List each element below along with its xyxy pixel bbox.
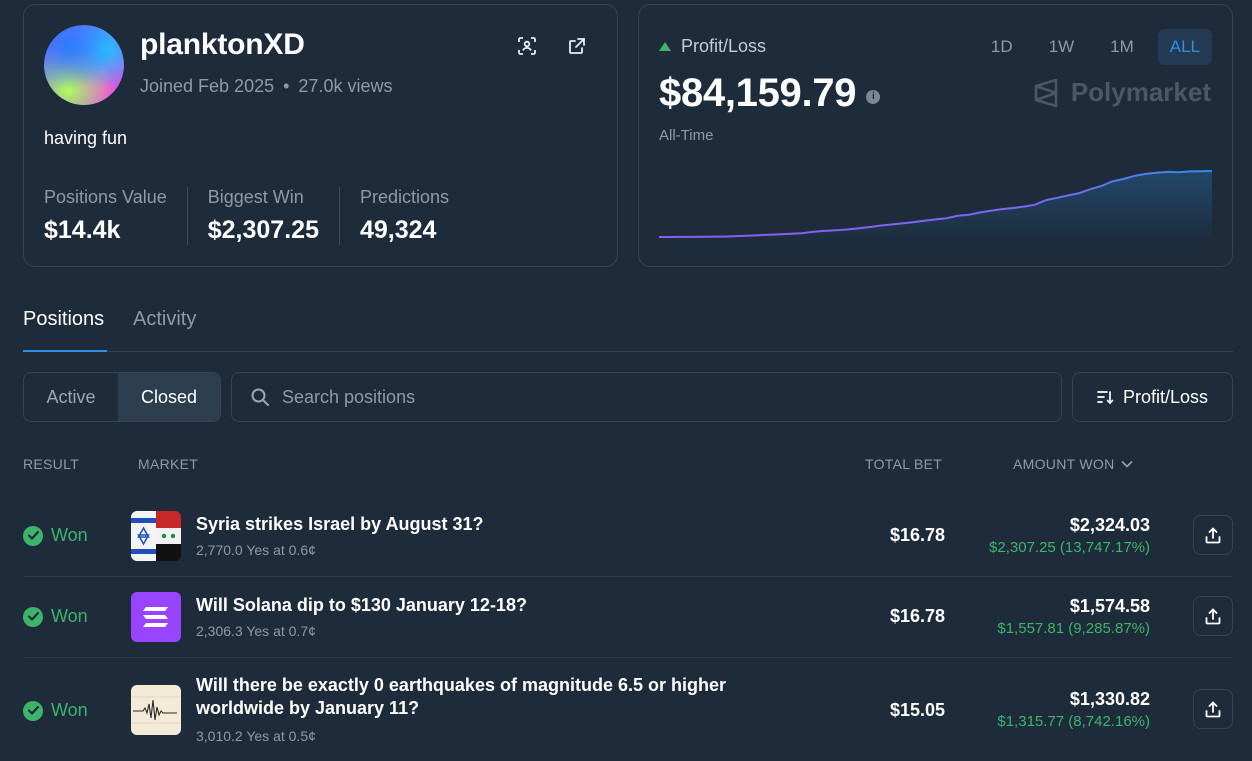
amount-won: $1,574.58 [1069, 596, 1150, 616]
amount-won: $2,324.03 [1069, 515, 1150, 535]
joined-date: Joined Feb 2025 [140, 76, 275, 96]
stat-value: 49,324 [359, 216, 437, 244]
pnl-period: All-Time [659, 127, 714, 144]
header-amount-won[interactable]: AMOUNT WON [1013, 456, 1133, 472]
market-position-detail: 3,010.2 Yes at 0.5¢ [196, 728, 316, 744]
avatar[interactable] [44, 25, 124, 105]
total-bet: $15.05 [889, 700, 945, 720]
header-market: MARKET [138, 456, 199, 472]
solana-logo-icon [131, 592, 181, 642]
result-label: Won [51, 700, 88, 720]
tab-activity[interactable]: Activity [133, 308, 197, 330]
scan-icon[interactable] [515, 34, 539, 58]
result-status: Won [23, 700, 88, 721]
meta-separator: • [283, 76, 290, 96]
pnl-title: Profit/Loss [659, 36, 766, 57]
share-button[interactable] [1193, 689, 1233, 729]
range-1w[interactable]: 1W [1048, 37, 1075, 56]
market-thumbnail[interactable] [131, 685, 181, 735]
view-count: 27.0k views [298, 76, 393, 96]
total-bet: $16.78 [889, 606, 945, 626]
stat-label: Positions Value [44, 187, 167, 207]
search-input[interactable] [282, 386, 982, 408]
share-icon [1205, 608, 1221, 624]
total-bet: $16.78 [889, 525, 945, 545]
check-circle-icon [23, 525, 43, 546]
market-thumbnail[interactable] [131, 511, 181, 561]
header-amount-won-label: AMOUNT WON [1013, 456, 1115, 472]
pnl-chart-area [659, 171, 1212, 245]
result-label: Won [51, 606, 88, 626]
pnl-title-label: Profit/Loss [681, 36, 767, 56]
profit-percent: $2,307.25 (13,747.17%) [989, 539, 1150, 556]
filter-active-button[interactable]: Active [46, 386, 96, 407]
polymarket-watermark: Polymarket [1033, 77, 1211, 108]
share-button[interactable] [1193, 515, 1233, 555]
header-total-bet[interactable]: TOTAL BET [865, 456, 943, 472]
chevron-down-icon [1120, 460, 1133, 468]
profit-percent: $1,315.77 (8,742.16%) [997, 713, 1150, 730]
stat-predictions: Predictions 49,324 [338, 187, 469, 245]
pnl-amount: $84,159.79 i [659, 71, 881, 116]
result-status: Won [23, 525, 88, 546]
filter-closed-button[interactable]: Closed [118, 373, 220, 421]
trend-up-icon [659, 42, 671, 51]
market-title[interactable]: Will there be exactly 0 earthquakes of m… [196, 675, 726, 718]
share-icon [1205, 527, 1221, 543]
stat-biggest-win: Biggest Win $2,307.25 [186, 187, 339, 245]
search-box [231, 372, 1062, 422]
range-1m[interactable]: 1M [1110, 37, 1134, 56]
stat-value: $2,307.25 [207, 216, 319, 244]
result-status: Won [23, 606, 88, 627]
header-result: RESULT [23, 456, 79, 472]
bio: having fun [44, 128, 128, 148]
market-position-detail: 2,770.0 Yes at 0.6¢ [196, 542, 316, 558]
pnl-chart-line [659, 170, 1212, 238]
pnl-chart [659, 170, 1212, 245]
stat-label: Biggest Win [207, 187, 304, 207]
info-icon[interactable]: i [866, 89, 881, 104]
username: planktonXD [140, 28, 305, 61]
profit-percent: $1,557.81 (9,285.87%) [997, 620, 1150, 637]
amount-won: $1,330.82 [1069, 689, 1150, 709]
table-row[interactable]: Won Syria strikes Israel by August 31? 2… [23, 496, 1233, 577]
table-row[interactable]: Won Will there be exactly 0 earthquakes … [23, 658, 1233, 761]
profile-meta: Joined Feb 2025 • 27.0k views [140, 76, 392, 97]
seismograph-icon [131, 685, 181, 735]
external-link-icon[interactable] [565, 34, 589, 58]
polymarket-logo-icon [1034, 78, 1058, 107]
range-selector: 1D 1W 1M ALL [967, 29, 1212, 65]
sort-label: Profit/Loss [1122, 386, 1209, 407]
market-thumbnail[interactable] [131, 592, 181, 642]
range-1d[interactable]: 1D [990, 37, 1013, 56]
share-button[interactable] [1193, 596, 1233, 636]
market-position-detail: 2,306.3 Yes at 0.7¢ [196, 623, 316, 639]
table-row[interactable]: Won Will Solana dip to $130 January 12-1… [23, 577, 1233, 658]
stat-positions-value: Positions Value $14.4k [44, 187, 187, 245]
tab-positions[interactable]: Positions [23, 303, 107, 352]
profit-loss-card: Profit/Loss $84,159.79 i All-Time 1D 1W … [638, 4, 1233, 267]
market-title[interactable]: Syria strikes Israel by August 31? [196, 514, 484, 534]
israel-syria-flags-icon [131, 511, 181, 561]
result-label: Won [51, 525, 88, 545]
stat-value: $14.4k [44, 216, 121, 244]
pnl-amount-value: $84,159.79 [659, 71, 857, 115]
share-icon [1205, 701, 1221, 717]
range-all[interactable]: ALL [1157, 29, 1212, 65]
sort-icon [1097, 390, 1114, 404]
search-icon [251, 388, 269, 406]
sort-profit-loss-button[interactable]: Profit/Loss [1072, 372, 1233, 422]
brand-name: Polymarket [1070, 77, 1211, 107]
check-circle-icon [23, 700, 43, 721]
check-circle-icon [23, 606, 43, 627]
position-status-toggle: Active Closed [23, 372, 221, 422]
profile-stats: Positions Value $14.4k Biggest Win $2,30… [44, 187, 469, 245]
market-title[interactable]: Will Solana dip to $130 January 12-18? [196, 595, 527, 615]
stat-label: Predictions [359, 187, 450, 207]
profile-card: planktonXD Joined Feb 2025 • 27.0k views h… [23, 4, 618, 267]
profile-tabs: Positions Activity [23, 303, 1233, 352]
